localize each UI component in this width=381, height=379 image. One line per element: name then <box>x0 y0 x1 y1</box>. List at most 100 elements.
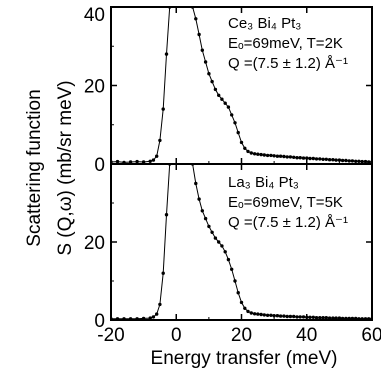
data-point <box>367 160 371 164</box>
x-tick-label: 60 <box>361 325 381 346</box>
data-series <box>111 164 372 320</box>
data-point <box>321 157 325 161</box>
data-point <box>275 154 280 158</box>
panel-annotation: Ce₃ Bi₄ Pt₃ <box>228 15 301 32</box>
y-tick-label: 0 <box>94 155 105 176</box>
data-point <box>262 313 266 317</box>
data-point <box>122 317 126 320</box>
y-tick-label: 0 <box>94 311 105 332</box>
panel-top: 0 20 40 Ce₃ Bi₄ Pt₃ Eₒ=69meV, T=2K Q =(7.5 ± … <box>84 5 373 176</box>
data-point <box>213 87 218 92</box>
data-point <box>239 140 244 145</box>
panel-annotation: Q =(7.5 ± 1.2) Å⁻¹ <box>228 55 348 72</box>
data-point <box>337 158 342 162</box>
data-point <box>243 306 247 310</box>
data-point <box>168 164 172 166</box>
data-point <box>252 152 257 156</box>
data-point <box>128 160 133 164</box>
data-point <box>340 316 345 320</box>
data-point <box>259 312 263 317</box>
data-point <box>305 156 309 160</box>
data-point <box>314 157 319 161</box>
data-point <box>151 158 156 162</box>
y-tick-label: 20 <box>84 233 105 254</box>
x-tick-label: 20 <box>231 325 252 346</box>
data-point <box>282 154 286 159</box>
data-point <box>246 309 250 314</box>
data-point <box>337 316 342 320</box>
data-point <box>367 317 371 320</box>
data-point <box>360 159 364 164</box>
data-series <box>111 7 372 164</box>
data-point <box>135 159 139 164</box>
x-tick-label: -20 <box>97 325 124 346</box>
data-point <box>298 156 302 160</box>
data-point <box>217 240 221 244</box>
data-point <box>327 316 332 320</box>
data-point <box>190 164 195 166</box>
data-point <box>272 154 276 158</box>
data-point <box>269 153 273 158</box>
data-point <box>190 7 195 9</box>
data-point <box>265 153 270 158</box>
data-point <box>340 158 345 163</box>
data-point <box>135 317 139 320</box>
data-point <box>318 157 322 161</box>
data-point <box>220 97 224 101</box>
y-axis-title: Scattering function S (Q,ω) (mb/sr meV) <box>24 80 76 255</box>
data-point <box>360 317 364 320</box>
data-point <box>197 197 201 201</box>
data-point <box>357 159 361 163</box>
data-point <box>269 313 273 317</box>
data-point <box>141 316 146 320</box>
panel-annotation: La₃ Bi₄ Pt₃ <box>228 174 299 191</box>
data-point <box>236 130 240 135</box>
data-point <box>262 153 266 157</box>
data-point <box>256 152 260 156</box>
data-point <box>272 314 276 318</box>
data-point <box>327 158 332 162</box>
data-point <box>197 32 201 37</box>
data-point <box>344 316 348 320</box>
data-point <box>207 72 211 76</box>
data-point <box>331 316 335 320</box>
data-point <box>155 154 159 158</box>
data-point <box>295 315 299 319</box>
data-point <box>203 216 208 221</box>
data-point <box>292 314 296 319</box>
data-point <box>285 155 289 159</box>
x-tick-label: 0 <box>171 325 182 346</box>
data-point <box>288 314 293 319</box>
data-point <box>308 156 312 161</box>
data-point <box>350 159 355 163</box>
x-tick-labels: -20 0 20 40 60 <box>97 325 381 346</box>
data-point <box>298 315 302 319</box>
data-point <box>324 316 328 320</box>
data-point <box>233 279 237 283</box>
data-point <box>347 316 351 320</box>
data-point <box>148 159 152 163</box>
data-point <box>305 315 309 319</box>
data-point <box>256 312 260 316</box>
data-point <box>370 317 372 320</box>
data-point <box>111 317 113 320</box>
data-point <box>301 315 306 319</box>
data-point <box>168 7 172 9</box>
data-point <box>217 93 221 98</box>
data-point <box>357 317 361 320</box>
data-point <box>161 107 165 111</box>
data-point <box>292 155 296 159</box>
panel-bottom: 0 20 La₃ Bi₄ Pt₃ Eₒ=69meV, T=5K Q =(7.5 ± 1.… <box>84 163 373 332</box>
data-point <box>207 224 211 229</box>
data-point <box>220 244 224 248</box>
data-point <box>282 314 286 318</box>
panel-annotation: Eₒ=69meV, T=5K <box>228 194 343 211</box>
data-point <box>164 52 169 56</box>
panel-annotation: Eₒ=69meV, T=2K <box>228 35 343 52</box>
data-point <box>233 121 237 125</box>
data-point <box>318 316 322 320</box>
data-point <box>363 317 368 320</box>
data-point <box>275 314 280 318</box>
panel-annotation: Q =(7.5 ± 1.2) Å⁻¹ <box>228 214 348 231</box>
